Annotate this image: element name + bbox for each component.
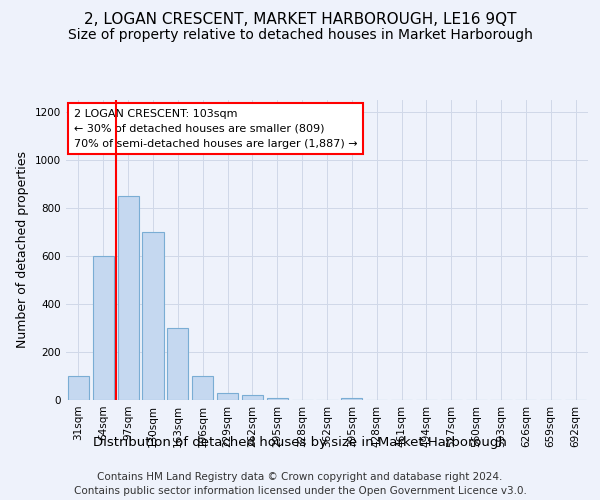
Text: Distribution of detached houses by size in Market Harborough: Distribution of detached houses by size …: [93, 436, 507, 449]
Bar: [242, 395, 263, 400]
Bar: [217, 393, 238, 400]
Text: 2 LOGAN CRESCENT: 103sqm
← 30% of detached houses are smaller (809)
70% of semi-: 2 LOGAN CRESCENT: 103sqm ← 30% of detach…: [74, 109, 358, 148]
Bar: [341, 398, 362, 400]
Bar: [167, 328, 188, 400]
Bar: [68, 376, 89, 400]
Bar: [192, 376, 213, 400]
Text: Contains public sector information licensed under the Open Government Licence v3: Contains public sector information licen…: [74, 486, 526, 496]
Text: 2, LOGAN CRESCENT, MARKET HARBOROUGH, LE16 9QT: 2, LOGAN CRESCENT, MARKET HARBOROUGH, LE…: [84, 12, 516, 28]
Text: Contains HM Land Registry data © Crown copyright and database right 2024.: Contains HM Land Registry data © Crown c…: [97, 472, 503, 482]
Bar: [118, 196, 139, 400]
Y-axis label: Number of detached properties: Number of detached properties: [16, 152, 29, 348]
Bar: [267, 398, 288, 400]
Bar: [142, 232, 164, 400]
Text: Size of property relative to detached houses in Market Harborough: Size of property relative to detached ho…: [68, 28, 532, 42]
Bar: [93, 256, 114, 400]
